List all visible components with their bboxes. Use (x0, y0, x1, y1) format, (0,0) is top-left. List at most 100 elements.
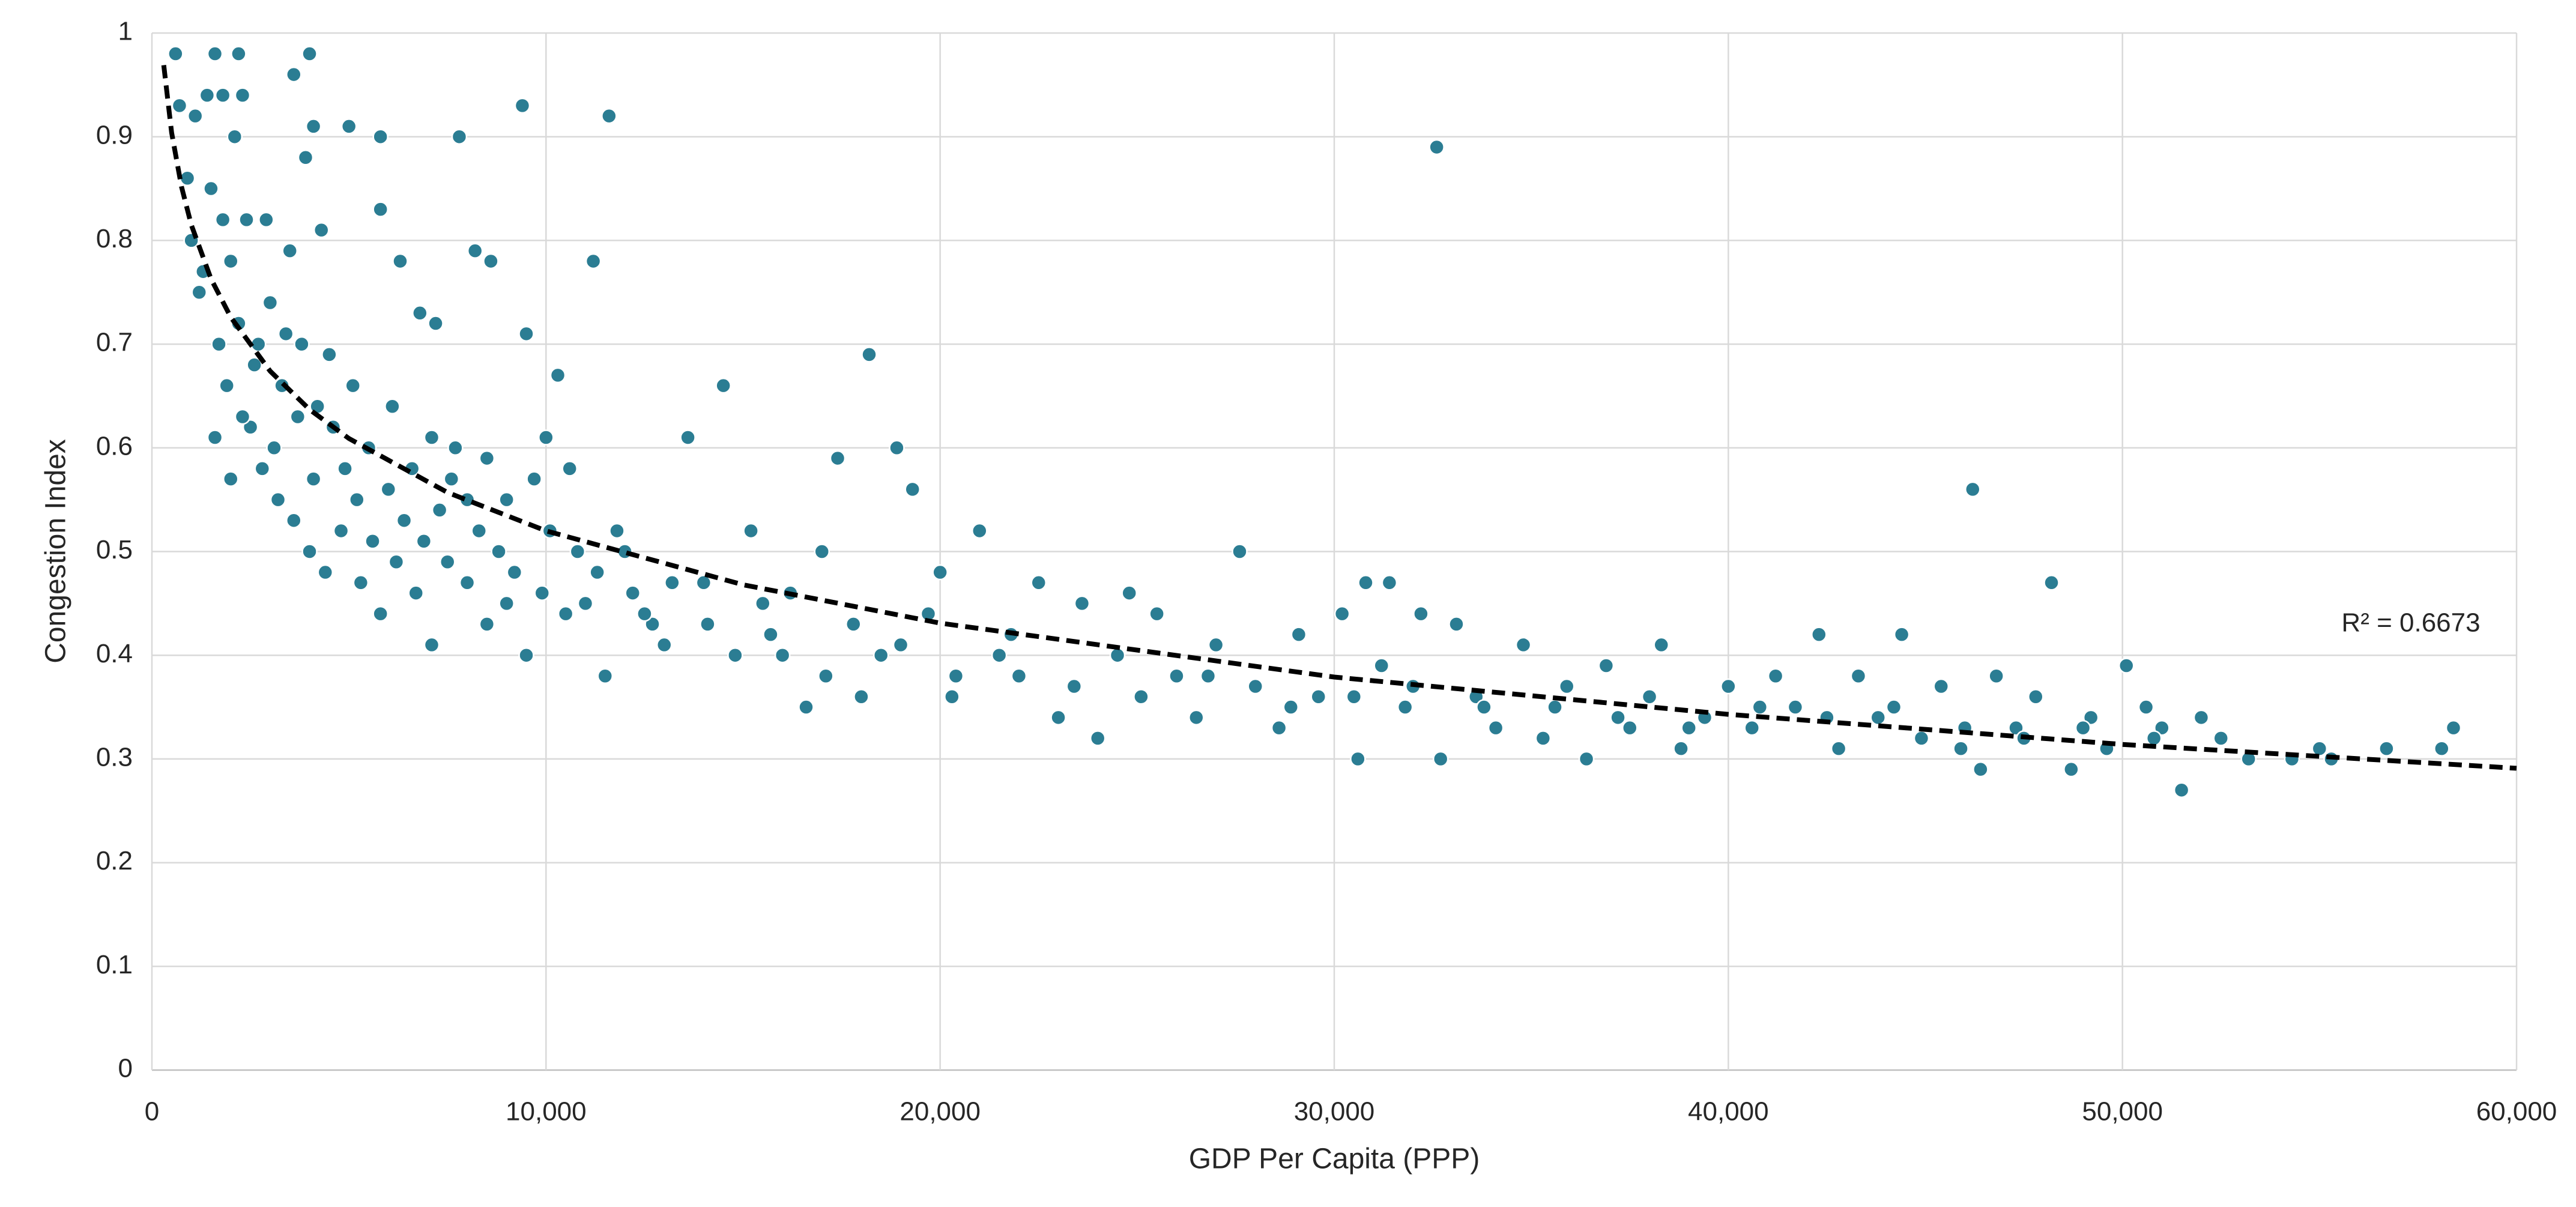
point (431, 502, 448, 518)
point (1373, 658, 1390, 674)
point (219, 377, 235, 394)
point (1973, 761, 1989, 778)
point (305, 471, 322, 487)
point (798, 699, 814, 715)
point (171, 97, 188, 114)
point (1487, 719, 1504, 736)
point (1811, 626, 1827, 643)
point (440, 554, 456, 570)
point (262, 294, 279, 311)
point (1767, 668, 1784, 684)
point (561, 461, 578, 477)
point (948, 668, 964, 684)
point (1413, 605, 1429, 622)
point (483, 253, 499, 270)
point (1850, 668, 1867, 684)
point (447, 440, 464, 456)
point (774, 647, 791, 664)
point (601, 107, 617, 124)
point (2075, 719, 2091, 736)
point (282, 243, 298, 259)
point (538, 429, 554, 446)
point (277, 325, 294, 342)
point (234, 87, 251, 103)
point (656, 637, 673, 653)
point (1432, 751, 1449, 767)
point (1247, 678, 1263, 695)
point (680, 429, 696, 446)
point (1011, 668, 1027, 684)
point (577, 595, 594, 612)
point (207, 46, 223, 62)
point (1350, 751, 1366, 767)
y-tick-label: 0.2 (96, 846, 133, 876)
point (1271, 719, 1287, 736)
point (384, 398, 401, 414)
point (372, 605, 389, 622)
point (1397, 699, 1413, 715)
point (1787, 699, 1804, 715)
point (549, 367, 566, 384)
point (337, 461, 353, 477)
point (2043, 575, 2060, 591)
x-axis-title: GDP Per Capita (PPP) (1189, 1143, 1480, 1175)
point (1933, 678, 1950, 695)
point (569, 543, 586, 560)
point (286, 66, 302, 83)
point (597, 668, 614, 684)
point (2028, 689, 2044, 705)
point (380, 481, 397, 498)
point (498, 491, 515, 508)
point (1030, 575, 1047, 591)
point (1830, 740, 1847, 757)
point (518, 647, 534, 664)
point (223, 253, 239, 270)
point (534, 585, 551, 601)
point (214, 211, 231, 228)
point (1169, 668, 1185, 684)
x-tick-label: 0 (145, 1097, 159, 1127)
point (231, 46, 247, 62)
point (1893, 626, 1910, 643)
point (416, 533, 432, 549)
point (388, 554, 405, 570)
point (203, 180, 219, 197)
point (763, 626, 779, 643)
point (498, 595, 515, 612)
point (872, 647, 889, 664)
point (1913, 730, 1930, 746)
point (1050, 709, 1066, 726)
point (557, 605, 574, 622)
point (1598, 658, 1615, 674)
point (1965, 481, 1981, 498)
y-tick-label: 0.3 (96, 743, 133, 772)
point (349, 491, 365, 508)
point (226, 129, 243, 145)
point (1720, 678, 1737, 695)
point (743, 522, 759, 539)
point (2311, 740, 2328, 757)
y-tick-label: 0.5 (96, 535, 133, 564)
point (636, 605, 653, 622)
point (1744, 719, 1760, 736)
point (238, 211, 255, 228)
point (313, 222, 330, 238)
point (991, 647, 1008, 664)
point (1232, 543, 1248, 560)
point (321, 346, 337, 363)
point (589, 564, 605, 581)
point (286, 512, 302, 528)
point (1610, 709, 1626, 726)
point (1208, 637, 1224, 653)
point (187, 107, 204, 124)
point (624, 585, 641, 601)
point (270, 491, 286, 508)
point (199, 87, 216, 103)
point (207, 429, 223, 446)
point (1346, 689, 1362, 705)
point (2138, 699, 2154, 715)
point (853, 689, 869, 705)
point (191, 284, 208, 300)
point (1133, 689, 1149, 705)
point (1653, 637, 1670, 653)
